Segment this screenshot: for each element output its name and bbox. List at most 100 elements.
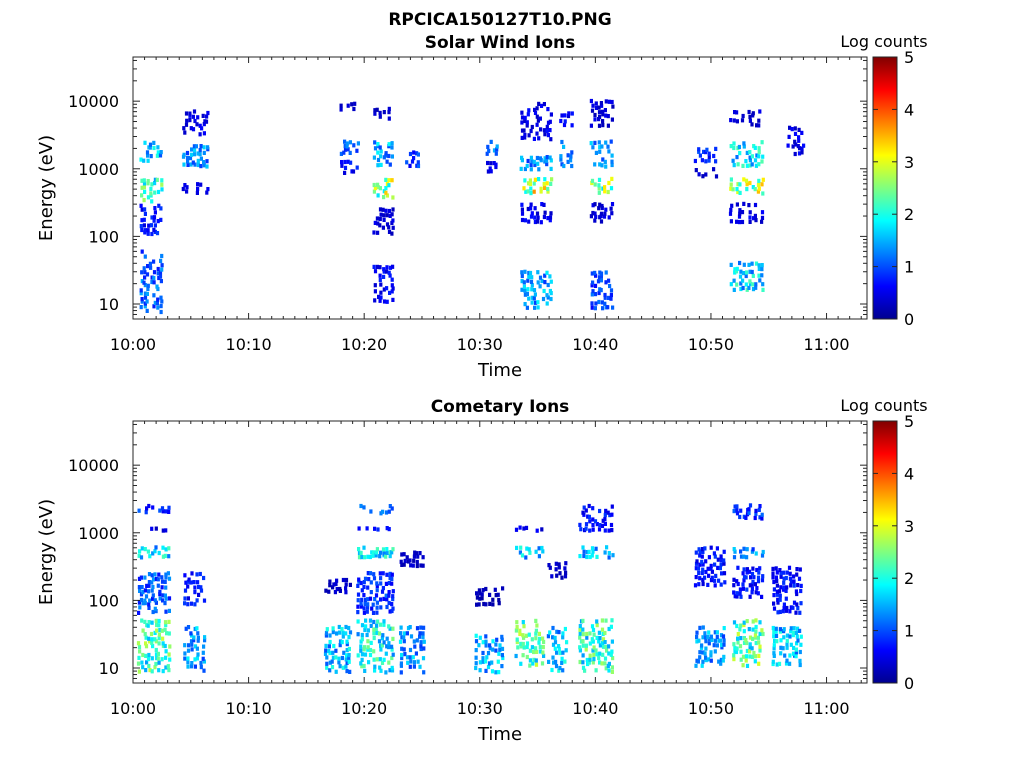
heatmap-cell bbox=[607, 99, 611, 104]
heatmap-cell bbox=[481, 656, 485, 661]
heatmap-cell bbox=[493, 587, 497, 592]
heatmap-cell bbox=[795, 567, 799, 572]
heatmap-cell bbox=[196, 151, 200, 156]
heatmap-cell bbox=[514, 628, 518, 633]
heatmap-cell bbox=[357, 577, 361, 582]
heatmap-cell bbox=[415, 551, 419, 556]
heatmap-cell bbox=[792, 583, 796, 588]
heatmap-cell bbox=[334, 648, 338, 653]
heatmap-cell bbox=[160, 585, 164, 590]
heatmap-cell bbox=[581, 618, 585, 623]
heatmap-cell bbox=[400, 552, 404, 557]
heatmap-cell bbox=[156, 656, 160, 661]
heatmap-cell bbox=[183, 601, 187, 606]
heatmap-cell bbox=[732, 555, 737, 560]
heatmap-cell bbox=[591, 549, 595, 554]
heatmap-cell bbox=[379, 643, 383, 648]
heatmap-cell bbox=[538, 649, 542, 654]
heatmap-cell bbox=[595, 554, 599, 559]
heatmap-cell bbox=[590, 271, 594, 276]
heatmap-cell bbox=[760, 273, 764, 278]
heatmap-cell bbox=[598, 636, 602, 641]
heatmap-cell bbox=[610, 162, 614, 168]
heatmap-cell bbox=[523, 218, 527, 223]
heatmap-cell bbox=[562, 144, 566, 149]
heatmap-cell bbox=[356, 653, 360, 658]
heatmap-cell bbox=[156, 189, 161, 195]
heatmap-cell bbox=[163, 593, 167, 598]
heatmap-cell bbox=[164, 609, 168, 614]
heatmap-cell bbox=[525, 291, 529, 296]
heatmap-cell bbox=[193, 602, 197, 607]
heatmap-cell bbox=[525, 546, 529, 551]
heatmap-cell bbox=[328, 583, 332, 588]
heatmap-cell bbox=[603, 550, 607, 555]
heatmap-cell bbox=[147, 503, 151, 509]
heatmap-cell bbox=[758, 644, 762, 649]
heatmap-cell bbox=[183, 130, 187, 135]
heatmap-cell bbox=[348, 669, 352, 674]
heatmap-cell bbox=[757, 149, 761, 154]
heatmap-cell bbox=[391, 207, 395, 212]
heatmap-cell bbox=[384, 581, 388, 586]
heatmap-cell bbox=[714, 146, 718, 151]
heatmap-cell bbox=[375, 623, 379, 628]
heatmap-cell bbox=[751, 627, 755, 632]
heatmap-cell bbox=[704, 658, 708, 663]
heatmap-cell bbox=[744, 282, 748, 287]
heatmap-cell bbox=[757, 186, 761, 191]
heatmap-cell bbox=[753, 659, 757, 664]
heatmap-cell bbox=[772, 646, 776, 651]
heatmap-cell bbox=[408, 151, 413, 157]
heatmap-cell bbox=[167, 668, 171, 673]
heatmap-cell bbox=[707, 151, 711, 156]
heatmap-cell bbox=[772, 629, 776, 635]
heatmap-cell bbox=[786, 143, 790, 148]
heatmap-cell bbox=[530, 275, 534, 280]
heatmap-cell bbox=[715, 630, 719, 635]
heatmap-cell bbox=[735, 504, 739, 509]
heatmap-cell bbox=[742, 262, 746, 267]
heatmap-cell bbox=[188, 118, 192, 123]
heatmap-cell bbox=[500, 634, 504, 639]
heatmap-cell bbox=[748, 642, 752, 647]
heatmap-cell bbox=[745, 570, 749, 575]
colorbar-tick-label: 5 bbox=[904, 412, 914, 431]
heatmap-cell bbox=[166, 664, 170, 669]
heatmap-cell bbox=[732, 583, 736, 588]
heatmap-cell bbox=[750, 571, 755, 577]
heatmap-cell bbox=[588, 631, 592, 636]
heatmap-cell bbox=[415, 559, 419, 565]
heatmap-cell bbox=[524, 189, 528, 194]
heatmap-cell bbox=[698, 562, 702, 567]
heatmap-cell bbox=[750, 646, 754, 651]
heatmap-cell bbox=[373, 597, 377, 602]
heatmap-cell bbox=[775, 570, 779, 575]
heatmap-cell bbox=[384, 153, 388, 158]
heatmap-cell bbox=[184, 122, 189, 127]
heatmap-cell bbox=[603, 528, 607, 533]
heatmap-cell bbox=[754, 551, 758, 556]
x-tick-label: 10:20 bbox=[341, 699, 387, 718]
heatmap-cell bbox=[532, 136, 536, 141]
heatmap-cell bbox=[735, 508, 739, 513]
heatmap-cell bbox=[325, 665, 329, 670]
heatmap-cell bbox=[160, 628, 164, 633]
heatmap-cell bbox=[581, 665, 586, 670]
heatmap-cell bbox=[356, 632, 360, 637]
heatmap-cell bbox=[601, 119, 605, 124]
heatmap-cell bbox=[713, 583, 717, 588]
heatmap-cell bbox=[701, 650, 705, 655]
heatmap-cell bbox=[772, 653, 776, 658]
heatmap-cell bbox=[152, 275, 156, 281]
heatmap-cell bbox=[774, 629, 778, 634]
heatmap-cell bbox=[159, 304, 163, 309]
heatmap-cell bbox=[153, 210, 157, 215]
heatmap-cell bbox=[546, 295, 550, 300]
heatmap-cell bbox=[789, 626, 793, 631]
heatmap-cell bbox=[402, 647, 406, 652]
heatmap-cell bbox=[751, 113, 755, 118]
heatmap-cell bbox=[732, 509, 736, 514]
heatmap-cell bbox=[740, 118, 745, 123]
